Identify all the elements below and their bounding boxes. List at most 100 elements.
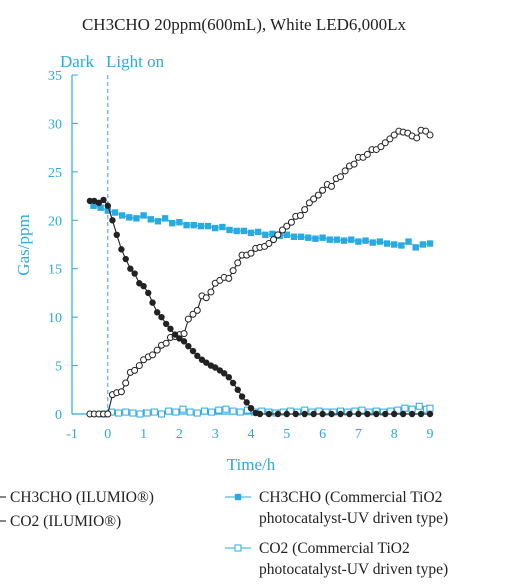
data-point: [270, 236, 278, 244]
data-point: [127, 265, 134, 272]
data-point: [122, 255, 129, 263]
data-point: [154, 309, 161, 316]
data-point: [90, 202, 97, 209]
y-tick-label: 25: [48, 166, 62, 181]
data-point: [290, 233, 298, 240]
legend-entry: CO2 (Commercial TiO2 photocatalyst-UV dri…: [225, 540, 448, 578]
data-point: [95, 199, 103, 207]
data-point: [319, 186, 327, 194]
x-tick-label: 9: [427, 427, 434, 442]
data-point: [100, 196, 107, 204]
y-tick-label: 30: [48, 117, 62, 132]
legend-label: photocatalyst-UV driven type): [259, 510, 448, 527]
x-tick-label: 1: [140, 427, 147, 442]
data-point: [143, 409, 151, 417]
data-point: [262, 231, 269, 239]
data-point: [219, 223, 226, 231]
data-point: [386, 135, 394, 143]
data-point: [283, 222, 291, 230]
data-point: [203, 359, 210, 366]
data-point: [122, 408, 130, 416]
data-point: [326, 236, 333, 243]
data-point: [140, 212, 147, 219]
data-point: [319, 234, 326, 241]
data-point: [398, 242, 405, 249]
x-tick-label: 3: [212, 427, 219, 442]
data-point: [383, 240, 391, 247]
data-point: [247, 404, 255, 412]
data-point: [220, 370, 228, 377]
data-point: [202, 294, 210, 302]
data-point: [133, 215, 140, 222]
data-point: [394, 406, 402, 414]
series-0: [86, 196, 434, 418]
data-point: [310, 195, 318, 203]
data-point: [185, 343, 192, 350]
data-point: [243, 399, 250, 406]
data-point: [238, 393, 246, 400]
data-point: [193, 306, 201, 314]
y-ticks: 0 5 10 15 20 25 30 35: [48, 69, 78, 423]
data-point: [135, 362, 143, 370]
data-point: [283, 410, 290, 418]
data-point: [413, 134, 421, 142]
data-point: [301, 410, 308, 418]
legend-label: CH3CHO (Commercial TiO2: [259, 489, 442, 506]
data-point: [150, 408, 158, 416]
data-point: [147, 216, 154, 223]
data-point: [283, 231, 290, 239]
data-point: [256, 410, 264, 418]
data-point: [426, 240, 434, 247]
data-point: [162, 339, 170, 347]
data-point: [140, 282, 147, 290]
data-point: [355, 410, 362, 418]
data-point: [301, 206, 309, 214]
data-point: [111, 209, 119, 216]
legend-label: CO2 (ILUMIO®): [10, 513, 121, 530]
data-point: [296, 211, 304, 219]
data-point: [355, 238, 362, 245]
data-point: [122, 379, 130, 387]
data-point: [312, 235, 319, 242]
data-point: [194, 352, 201, 360]
data-point: [165, 407, 173, 415]
data-point: [337, 410, 344, 418]
data-point: [328, 410, 335, 418]
y-tick-label: 5: [55, 360, 62, 375]
data-point: [247, 249, 255, 257]
x-tick-label: 4: [248, 427, 255, 442]
data-point: [287, 218, 295, 226]
legend-marker: [234, 544, 242, 552]
x-tick-label: 5: [283, 427, 290, 442]
data-point: [212, 224, 219, 232]
data-point: [216, 367, 224, 374]
data-point: [274, 231, 282, 239]
data-point: [180, 330, 188, 338]
y-tick-label: 0: [55, 408, 62, 423]
data-point: [292, 410, 299, 418]
legend-entry: CO2 (ILUMIO®): [0, 513, 121, 530]
data-point: [358, 406, 366, 414]
x-tick-label: 6: [319, 427, 326, 442]
data-point: [183, 221, 190, 229]
series-1: [86, 126, 434, 418]
data-point: [391, 410, 398, 418]
data-point: [149, 299, 156, 306]
data-point: [136, 280, 143, 287]
x-tick-label: -1: [66, 427, 78, 442]
data-point: [145, 289, 152, 297]
data-point: [189, 347, 197, 355]
data-point: [234, 386, 241, 393]
chart-title: CH3CHO 20ppm(600mL), White LED6,000Lx: [82, 15, 407, 34]
data-point: [153, 346, 161, 354]
data-point: [399, 410, 407, 418]
data-point: [169, 219, 176, 227]
data-point: [236, 408, 244, 416]
data-point: [373, 410, 380, 418]
data-point: [204, 222, 212, 230]
data-point: [390, 131, 398, 139]
data-point: [265, 410, 273, 418]
y-axis-label: Gas/ppm: [14, 214, 33, 275]
data-point: [109, 217, 116, 224]
data-point: [401, 404, 409, 412]
